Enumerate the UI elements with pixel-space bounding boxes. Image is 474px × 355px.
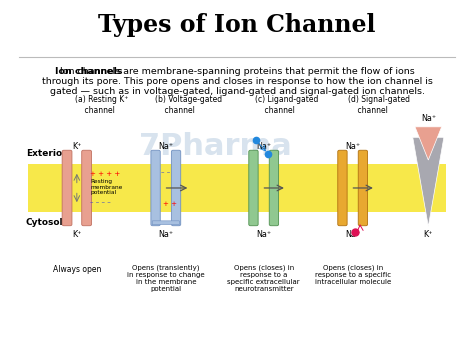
Text: Opens (closes) in
response to a specific
intracellular molecule: Opens (closes) in response to a specific… <box>315 265 391 285</box>
Polygon shape <box>413 137 444 226</box>
Text: Resting
membrane
potential: Resting membrane potential <box>90 179 123 195</box>
Text: K⁺: K⁺ <box>72 142 82 151</box>
FancyBboxPatch shape <box>152 221 179 225</box>
FancyBboxPatch shape <box>338 150 347 226</box>
FancyBboxPatch shape <box>28 164 446 212</box>
Text: through its pore. This pore opens and closes in response to how the ion channel : through its pore. This pore opens and cl… <box>42 77 432 86</box>
Text: (d) Signal-gated
    channel: (d) Signal-gated channel <box>348 95 410 115</box>
Text: Ion channels: Ion channels <box>55 67 123 76</box>
Text: Opens (closes) in
response to a
specific extracellular
neurotransmitter: Opens (closes) in response to a specific… <box>228 265 300 293</box>
Text: 7Pharma: 7Pharma <box>139 132 292 160</box>
Text: – –: – – <box>161 169 171 175</box>
Text: Na⁺: Na⁺ <box>158 142 173 151</box>
FancyBboxPatch shape <box>249 150 258 226</box>
FancyBboxPatch shape <box>269 150 279 226</box>
Text: Cytosol: Cytosol <box>26 218 64 227</box>
Text: (a) Resting K⁺
    channel: (a) Resting K⁺ channel <box>74 95 128 115</box>
Text: Na⁺: Na⁺ <box>256 142 271 151</box>
Text: Na⁺: Na⁺ <box>421 114 436 123</box>
Polygon shape <box>415 127 442 160</box>
Text: + + + +: + + + + <box>90 171 120 177</box>
FancyBboxPatch shape <box>151 150 160 226</box>
Text: Na⁺: Na⁺ <box>256 230 271 239</box>
Text: + +: + + <box>163 201 177 207</box>
Text: (c) Ligand-gated
    channel: (c) Ligand-gated channel <box>255 95 318 115</box>
Text: Na⁺: Na⁺ <box>158 230 173 239</box>
Text: Na⁺: Na⁺ <box>345 142 360 151</box>
Text: K⁺: K⁺ <box>424 230 433 239</box>
Text: Opens (transiently)
in response to change
in the membrane
potential: Opens (transiently) in response to chang… <box>127 265 205 293</box>
FancyBboxPatch shape <box>358 150 367 226</box>
Text: Types of Ion Channel: Types of Ion Channel <box>98 13 376 37</box>
FancyBboxPatch shape <box>82 150 91 226</box>
Text: Ion channels are membrane-spanning proteins that permit the flow of ions: Ion channels are membrane-spanning prote… <box>60 67 414 76</box>
Text: K⁺: K⁺ <box>72 230 82 239</box>
Text: (b) Voltage-gated
    channel: (b) Voltage-gated channel <box>155 95 222 115</box>
FancyBboxPatch shape <box>172 150 181 226</box>
Text: – – – –: – – – – <box>90 199 111 205</box>
Text: gated — such as in voltage-gated, ligand-gated and signal-gated ion channels.: gated — such as in voltage-gated, ligand… <box>49 87 425 95</box>
Text: Exterior: Exterior <box>26 149 66 158</box>
Text: Na⁺: Na⁺ <box>345 230 360 239</box>
Text: Always open: Always open <box>53 265 101 274</box>
FancyBboxPatch shape <box>62 150 72 226</box>
